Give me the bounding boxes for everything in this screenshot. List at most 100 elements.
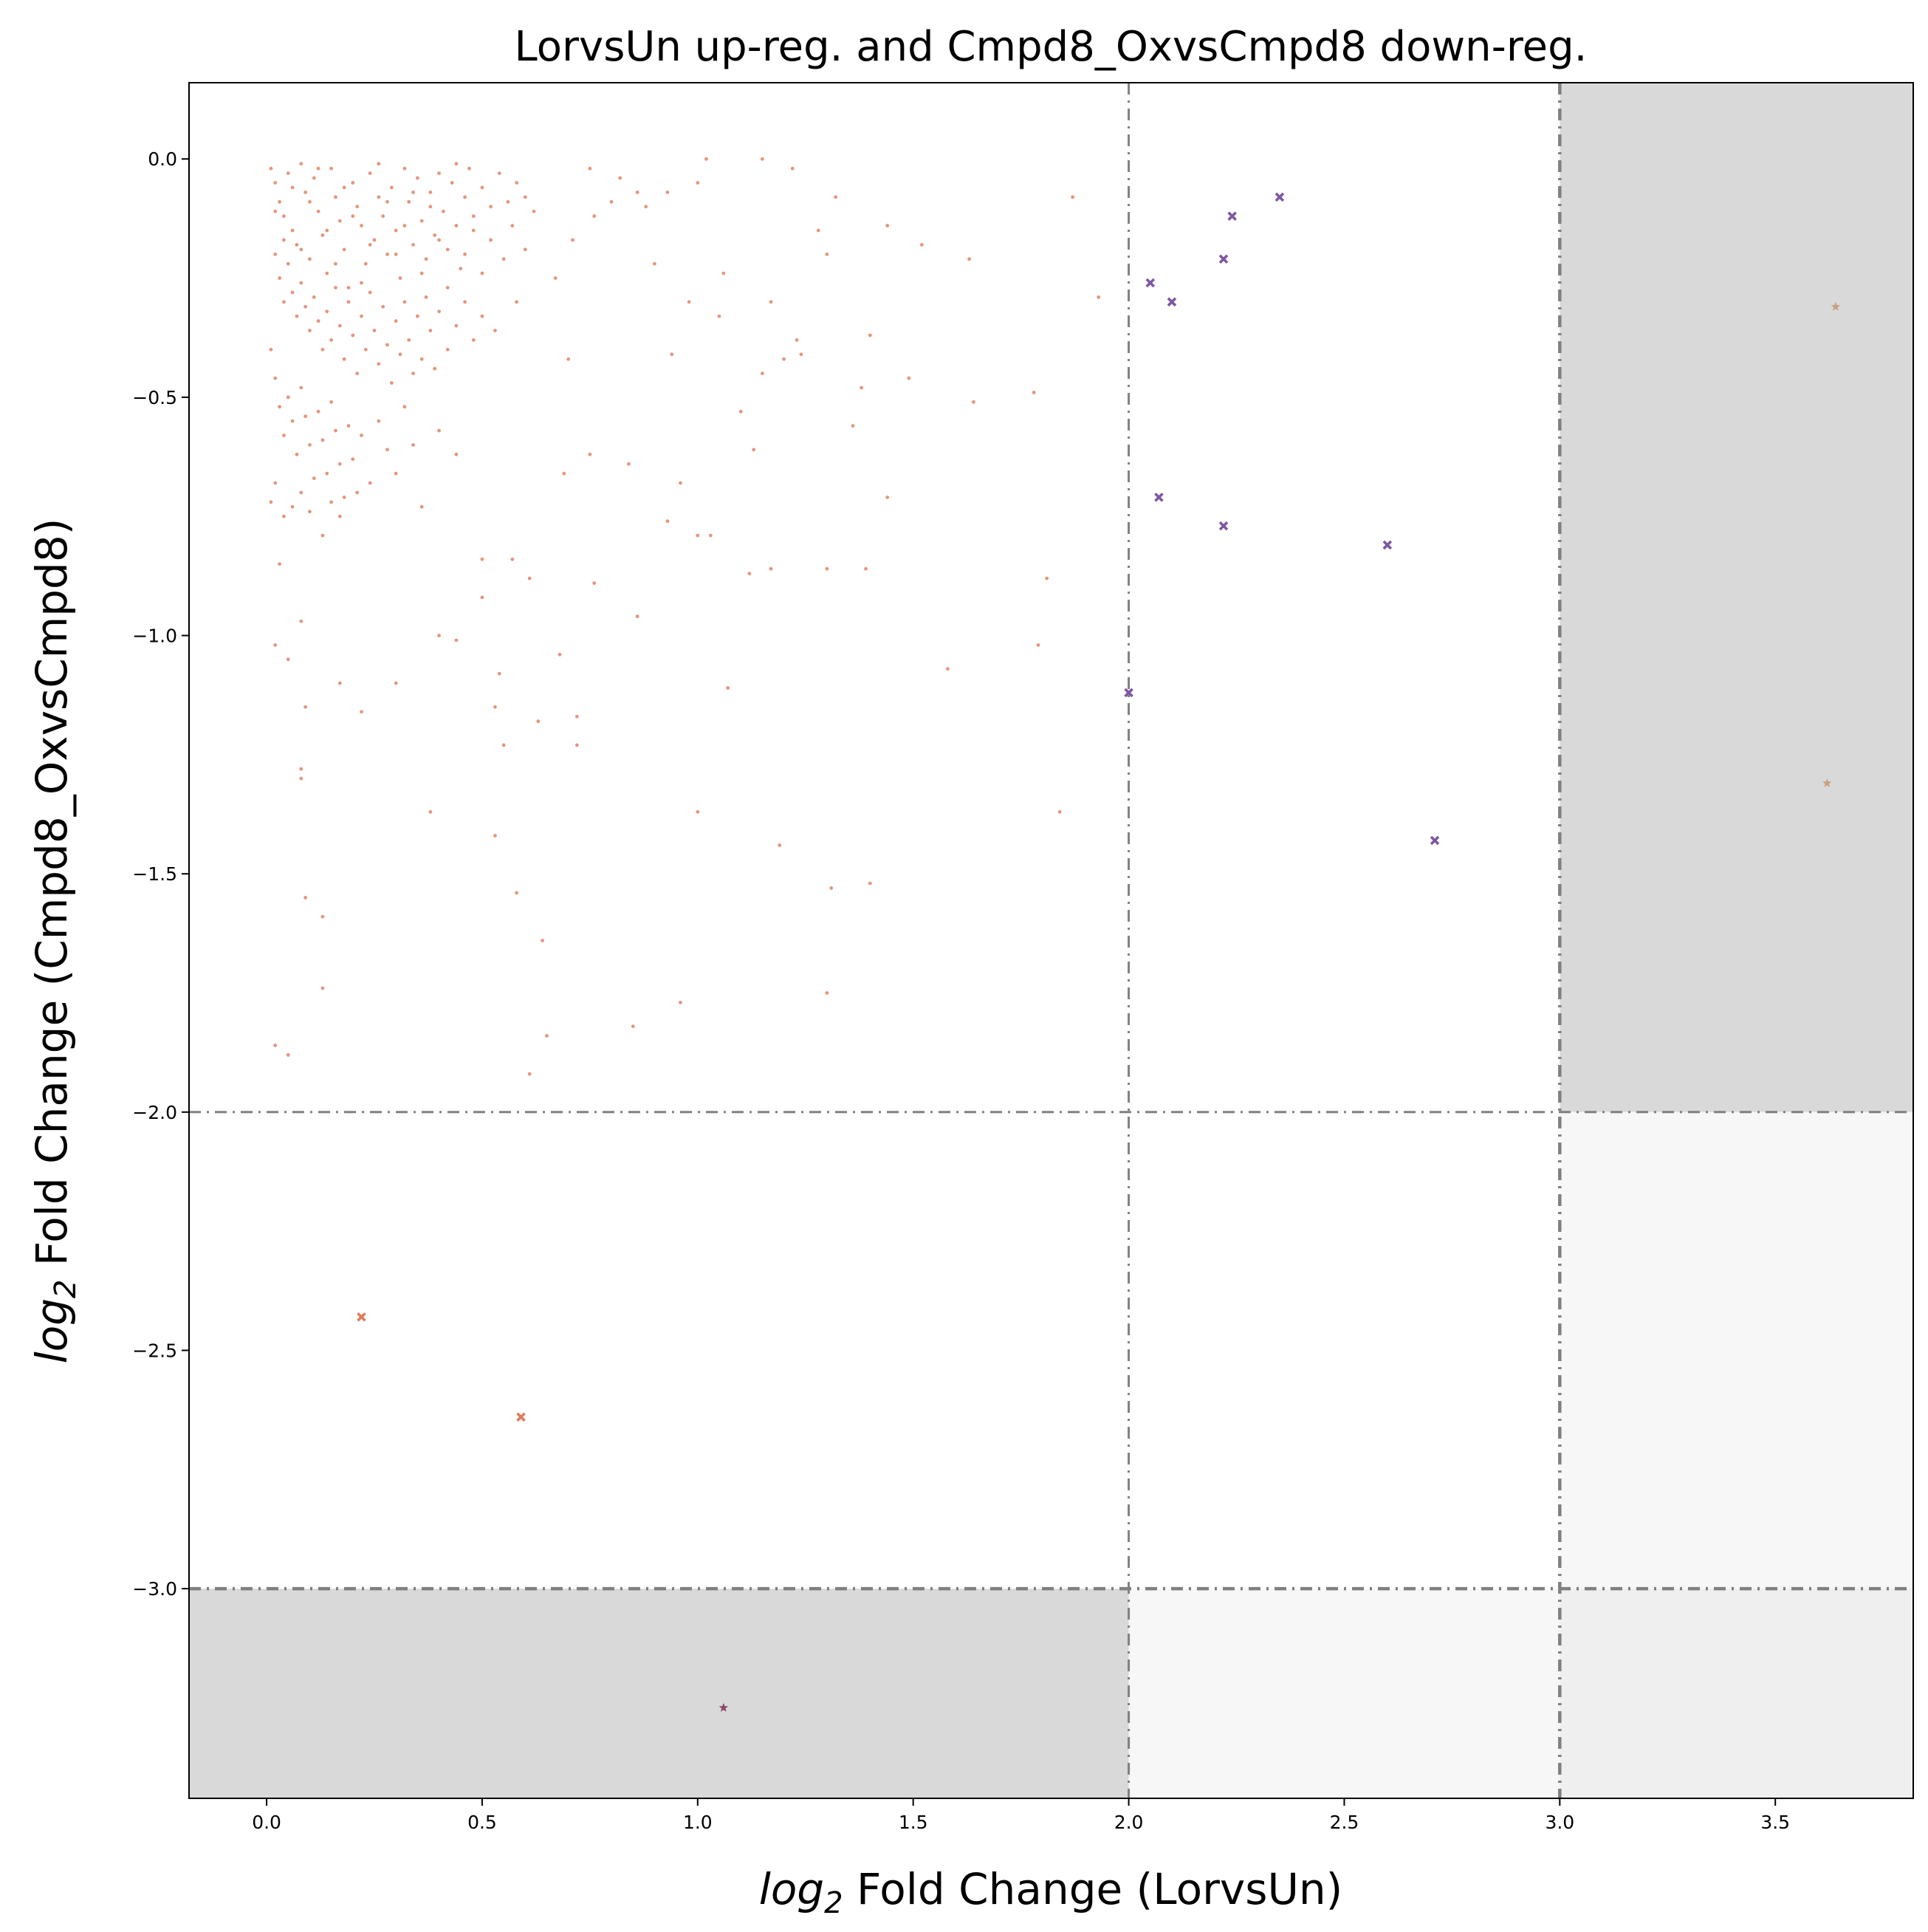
point-s0-159: [558, 652, 562, 657]
point-s4-0: [718, 1702, 728, 1712]
plot-frame: [188, 82, 1914, 1799]
point-s0-64: [312, 295, 316, 299]
point-s0-227: [1032, 391, 1036, 394]
point-s0-164: [303, 896, 308, 900]
point-s0-242: [290, 185, 295, 190]
point-s0-175: [679, 1000, 682, 1004]
point-s0-46: [467, 166, 471, 171]
point-s0-40: [442, 209, 445, 213]
highlight-regions: [189, 83, 1913, 1798]
point-s0-138: [337, 514, 342, 518]
point-s0-127: [419, 504, 424, 509]
point-s0-112: [320, 438, 325, 442]
point-s0-79: [377, 362, 381, 366]
point-s0-13: [325, 271, 329, 275]
point-s0-230: [588, 166, 592, 171]
point-s0-9: [308, 257, 312, 261]
point-s0-130: [269, 500, 273, 504]
point-s0-86: [407, 338, 411, 342]
point-s0-168: [515, 891, 519, 895]
point-s0-186: [864, 566, 868, 571]
point-s0-96: [463, 300, 467, 304]
point-s1-5: [1154, 493, 1164, 502]
point-s0-249: [351, 214, 355, 219]
point-s0-216: [790, 166, 795, 171]
point-s0-140: [278, 562, 281, 566]
point-s0-251: [368, 242, 372, 247]
point-s0-234: [717, 314, 721, 318]
point-s0-39: [437, 171, 441, 176]
point-s0-197: [588, 452, 592, 456]
point-s0-134: [299, 490, 303, 495]
point-s0-47: [471, 214, 476, 219]
point-s0-120: [360, 434, 363, 437]
point-s0-195: [592, 581, 597, 585]
point-s0-239: [860, 386, 864, 390]
point-s2-0: [357, 1312, 366, 1322]
point-s0-51: [506, 199, 510, 204]
point-s0-93: [437, 309, 441, 314]
point-s0-50: [497, 171, 501, 176]
point-s0-125: [402, 405, 407, 409]
point-s0-232: [644, 205, 648, 209]
point-s0-83: [394, 319, 398, 323]
point-s0-10: [312, 176, 316, 180]
point-s0-191: [708, 533, 713, 538]
point-s0-0: [269, 166, 273, 171]
point-s0-252: [377, 162, 381, 166]
point-s0-128: [437, 428, 441, 433]
point-s0-229: [1097, 295, 1101, 299]
point-s0-143: [299, 619, 303, 623]
point-s0-250: [360, 281, 363, 285]
y-axis-label-subscript: 2: [49, 1280, 83, 1298]
point-s0-200: [553, 276, 558, 280]
x-tick-label-2: 1.0: [683, 1812, 713, 1833]
point-s0-57: [282, 300, 286, 304]
point-s0-176: [696, 809, 700, 814]
point-s0-208: [696, 181, 700, 185]
point-s0-56: [278, 276, 281, 280]
point-s0-22: [363, 261, 368, 266]
point-s0-17: [342, 247, 346, 252]
point-s0-266: [501, 257, 506, 261]
point-s0-72: [346, 300, 351, 304]
point-s0-139: [355, 490, 360, 495]
point-s0-52: [515, 181, 519, 185]
point-s0-26: [381, 214, 385, 219]
point-s0-146: [360, 710, 363, 714]
point-s0-42: [450, 181, 454, 185]
region-4: [1560, 1589, 1913, 1798]
point-s0-14: [329, 166, 334, 171]
point-s0-254: [394, 252, 398, 256]
y-tick-label-5: −2.5: [132, 1340, 177, 1361]
point-s0-182: [946, 667, 950, 671]
x-tick-label-5: 2.5: [1330, 1812, 1359, 1833]
point-s0-95: [454, 323, 459, 328]
point-s0-220: [868, 333, 872, 338]
point-s0-30: [398, 276, 402, 280]
region-0: [1560, 83, 1913, 1112]
point-s0-122: [377, 419, 381, 423]
point-s0-6: [295, 242, 299, 247]
point-s0-224: [919, 242, 924, 247]
y-tick-label-3: −1.5: [132, 863, 177, 885]
point-s0-63: [308, 329, 312, 332]
x-axis-label: log2 Fold Change (LorvsUn): [759, 1864, 1343, 1920]
point-s0-142: [286, 657, 290, 662]
x-tick-label-6: 3.0: [1545, 1812, 1574, 1833]
point-s0-81: [385, 343, 389, 347]
point-s0-31: [402, 166, 407, 171]
point-s0-131: [273, 481, 278, 485]
point-s0-171: [286, 1052, 290, 1057]
point-s0-69: [334, 286, 337, 290]
point-s0-135: [308, 510, 312, 514]
point-s0-28: [389, 185, 394, 190]
x-tick-label-1: 0.5: [467, 1812, 497, 1833]
point-s0-235: [760, 371, 764, 376]
point-s0-53: [523, 195, 527, 199]
x-tick-label-4: 2.0: [1114, 1812, 1144, 1833]
point-s0-89: [419, 357, 424, 361]
chart-title: LorvsUn up-reg. and Cmpd8_OxvsCmpd8 down…: [515, 23, 1588, 71]
point-s0-263: [471, 228, 476, 233]
x-tick-label-0: 0.0: [252, 1812, 281, 1833]
